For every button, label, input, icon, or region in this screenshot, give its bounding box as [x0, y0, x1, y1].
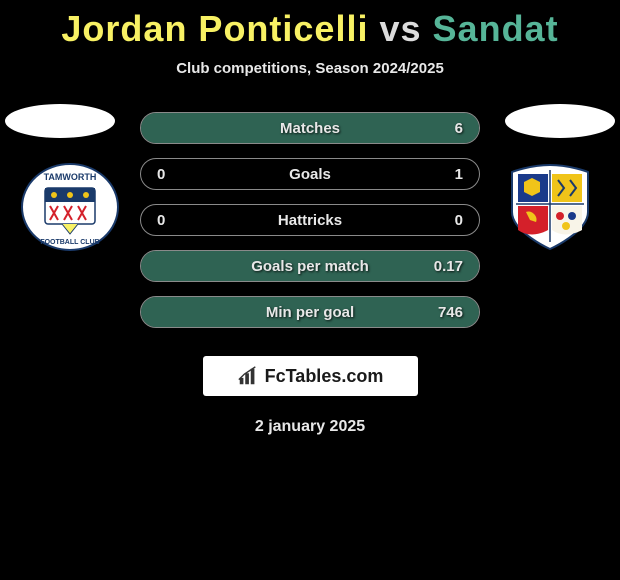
stat-right-value: 1: [455, 166, 463, 183]
stat-right-value: 0: [455, 212, 463, 229]
bar-chart-icon: [237, 365, 259, 387]
stat-label: Min per goal: [266, 304, 354, 321]
stat-right-value: 746: [438, 304, 463, 321]
crest-right: [500, 162, 600, 252]
player2-name: Sandat: [433, 8, 559, 49]
stat-row-hattricks: 0 Hattricks 0: [140, 204, 480, 236]
stat-row-goals-per-match: Goals per match 0.17: [140, 250, 480, 282]
stat-label: Goals per match: [251, 258, 369, 275]
ellipse-right: [505, 104, 615, 138]
stat-label: Hattricks: [278, 212, 342, 229]
tamworth-crest-icon: TAMWORTH FOOTBALL CLUB: [20, 162, 120, 252]
stat-left-value: 0: [157, 212, 165, 229]
stat-label: Goals: [289, 166, 331, 183]
stats-area: TAMWORTH FOOTBALL CLUB: [0, 112, 620, 436]
logo-text: FcTables.com: [265, 366, 384, 387]
stat-row-matches: Matches 6: [140, 112, 480, 144]
svg-text:TAMWORTH: TAMWORTH: [44, 172, 97, 182]
date: 2 january 2025: [0, 418, 620, 436]
stat-row-goals: 0 Goals 1: [140, 158, 480, 190]
wealdstone-crest-icon: [500, 162, 600, 252]
crest-left: TAMWORTH FOOTBALL CLUB: [20, 162, 120, 252]
vs-text: vs: [379, 8, 421, 49]
subtitle: Club competitions, Season 2024/2025: [0, 60, 620, 77]
stat-label: Matches: [280, 120, 340, 137]
svg-text:FOOTBALL CLUB: FOOTBALL CLUB: [40, 239, 99, 246]
stat-right-value: 6: [455, 120, 463, 137]
ellipse-left: [5, 104, 115, 138]
logo-box: FcTables.com: [203, 356, 418, 396]
stat-right-value: 0.17: [434, 258, 463, 275]
player1-name: Jordan Ponticelli: [61, 8, 368, 49]
comparison-title: Jordan Ponticelli vs Sandat: [0, 0, 620, 50]
stat-row-min-per-goal: Min per goal 746: [140, 296, 480, 328]
stat-left-value: 0: [157, 166, 165, 183]
stats-list: Matches 6 0 Goals 1 0 Hattricks 0 Goals …: [140, 112, 480, 328]
